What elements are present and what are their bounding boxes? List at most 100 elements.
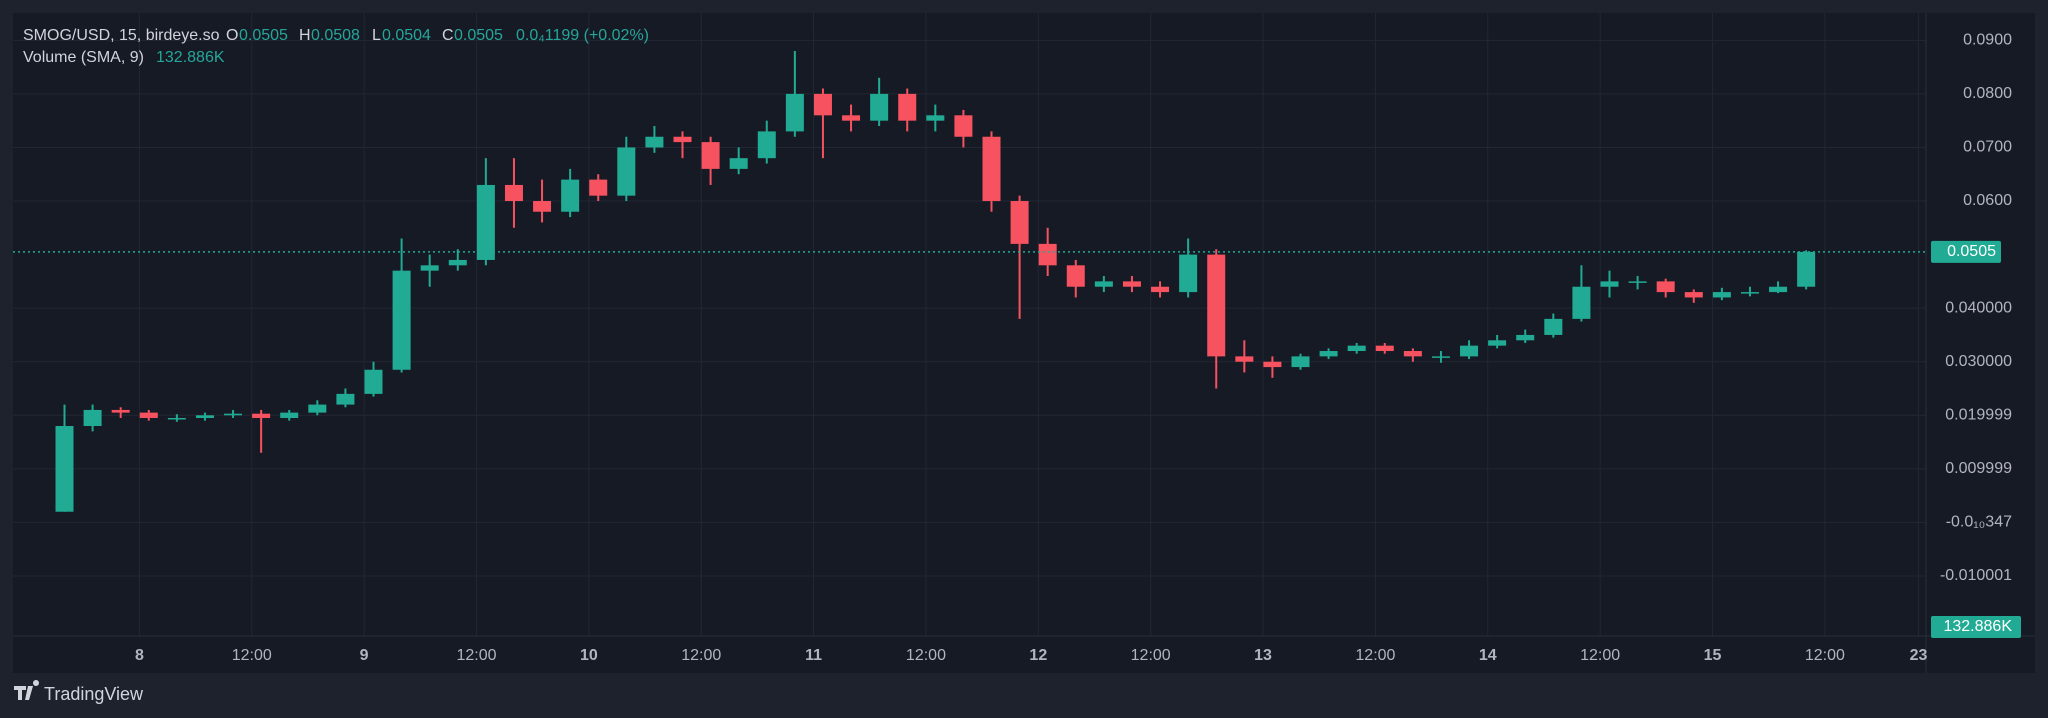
x-tick-label: 12:00: [1805, 647, 1845, 664]
candle-body: [1628, 281, 1647, 283]
y-tick-label: -0.0₁₀347: [1946, 514, 2012, 531]
candle-body: [1600, 281, 1619, 287]
candle-body: [1572, 286, 1591, 319]
candle-body: [1769, 286, 1788, 293]
candle-body: [1516, 334, 1535, 341]
candle-body: [701, 142, 720, 169]
candle-body: [842, 115, 861, 121]
brand: TradingView: [14, 679, 144, 704]
x-tick-label: 9: [360, 647, 369, 664]
x-tick-label: 14: [1479, 647, 1497, 664]
candle-body: [1712, 292, 1731, 298]
candle-body: [1684, 292, 1703, 298]
y-tick-label: 0.0700: [1963, 139, 2012, 156]
candle-body: [1375, 345, 1394, 352]
y-tick-label: -0.010001: [1940, 567, 2012, 584]
candle-body: [617, 147, 636, 196]
x-tick-label: 12:00: [906, 647, 946, 664]
candle-body: [504, 184, 523, 202]
volume-label-box: [1931, 616, 2021, 638]
brand-logo: [14, 679, 40, 700]
candle-body: [757, 131, 776, 159]
last-price-box: [1931, 240, 2001, 263]
legend-c: C: [442, 27, 454, 44]
candle-body: [1038, 243, 1057, 266]
grid: [13, 13, 1926, 636]
x-tick-label: 12:00: [456, 647, 496, 664]
x-tick-label: 12:00: [1131, 647, 1171, 664]
candle-body: [1488, 340, 1507, 346]
legend-l: L: [372, 27, 381, 44]
legend-volume-value: 132.886K: [156, 49, 225, 66]
candle-body: [1347, 345, 1366, 352]
candle-body: [448, 259, 467, 266]
candle-body: [1460, 345, 1479, 357]
candle-body: [1544, 318, 1563, 335]
y-tick-label: 0.0600: [1963, 192, 2012, 209]
candle-body: [926, 115, 945, 121]
x-tick-label: 12: [1029, 647, 1047, 664]
candle-body: [1319, 351, 1338, 357]
candle-body: [1066, 265, 1085, 287]
candle-body: [1151, 286, 1170, 293]
candles: [55, 51, 1816, 512]
x-tick-label: 10: [580, 647, 598, 664]
candle-body: [982, 136, 1001, 202]
last-price-label: 0.0505: [1947, 243, 1996, 260]
legend-h: H: [299, 27, 311, 44]
legend-high: 0.0508: [311, 27, 360, 44]
volume-label: 132.886K: [1943, 618, 2012, 635]
legend-open: 0.0505: [239, 27, 288, 44]
candle-body: [1010, 201, 1029, 244]
candle-body: [55, 426, 74, 512]
brand-name: TradingView: [44, 684, 144, 704]
y-tick-label: 0.030000: [1945, 353, 2012, 370]
candle-body: [1291, 356, 1310, 368]
candle-body: [111, 409, 130, 413]
x-tick-label: 12:00: [1355, 647, 1395, 664]
candle-body: [785, 93, 804, 132]
candle-body: [589, 179, 608, 196]
legend-low: 0.0504: [382, 27, 431, 44]
candle-body: [1122, 281, 1141, 287]
x-tick-label: 23: [1910, 647, 1928, 664]
candle-body: [83, 409, 102, 427]
chart-background: [13, 13, 2035, 673]
candle-body: [561, 179, 580, 212]
legend-change: 0.0₄1199 (+0.02%): [516, 27, 649, 44]
legend-volume: Volume (SMA, 9): [23, 49, 144, 66]
candle-body: [1235, 356, 1254, 362]
legend-close: 0.0505: [454, 27, 503, 44]
candle-body: [336, 393, 355, 405]
candle-body: [139, 412, 158, 418]
x-tick-label: 15: [1704, 647, 1722, 664]
candle-body: [729, 158, 748, 169]
candle-body: [813, 93, 832, 116]
x-tick-label: 11: [805, 647, 822, 664]
candle-body: [1179, 254, 1198, 293]
y-tick-label: 0.0800: [1963, 85, 2012, 102]
candle-body: [308, 404, 327, 413]
x-tick-label: 12:00: [681, 647, 721, 664]
candle-body: [280, 412, 299, 418]
candle-body: [1207, 254, 1226, 357]
candle-body: [224, 413, 243, 416]
candle-body: [420, 265, 439, 271]
candle-body: [645, 136, 664, 148]
candle-body: [870, 93, 889, 121]
candle-body: [392, 270, 411, 370]
x-tick-label: 12:00: [1580, 647, 1620, 664]
x-tick-label: 8: [135, 647, 144, 664]
candle-body: [533, 201, 552, 212]
candle-body: [364, 369, 383, 394]
candle-body: [1403, 351, 1422, 357]
candle-body: [252, 413, 271, 418]
x-tick-label: 13: [1254, 647, 1272, 664]
legend-symbol: SMOG/USD, 15, birdeye.so: [23, 27, 220, 44]
candle-body: [898, 93, 917, 121]
candle-body: [1094, 281, 1113, 287]
y-tick-label: 0.009999: [1945, 460, 2012, 477]
candle-body: [1656, 281, 1675, 293]
